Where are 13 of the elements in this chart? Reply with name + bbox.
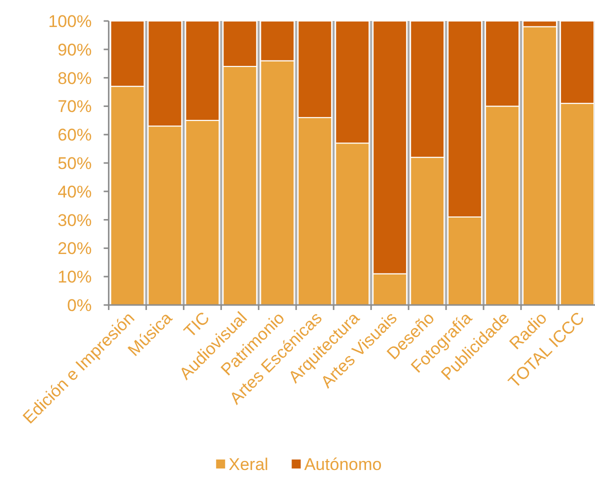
y-tick-label: 10% [58,268,92,287]
y-tick-label: 0% [67,296,92,315]
y-tick-label: 50% [58,154,92,173]
legend-label: Xeral [228,455,268,474]
legend-label: Autónomo [304,455,382,474]
y-tick-label: 80% [58,68,92,88]
y-tick-label: 90% [58,40,92,60]
y-tick-label: 70% [58,97,92,116]
y-tick-label: 100% [48,12,92,31]
y-tick-label: 30% [58,210,92,230]
y-tick-label: 40% [58,182,92,202]
y-tick-label: 20% [58,239,92,258]
y-tick-label: 60% [58,126,92,145]
